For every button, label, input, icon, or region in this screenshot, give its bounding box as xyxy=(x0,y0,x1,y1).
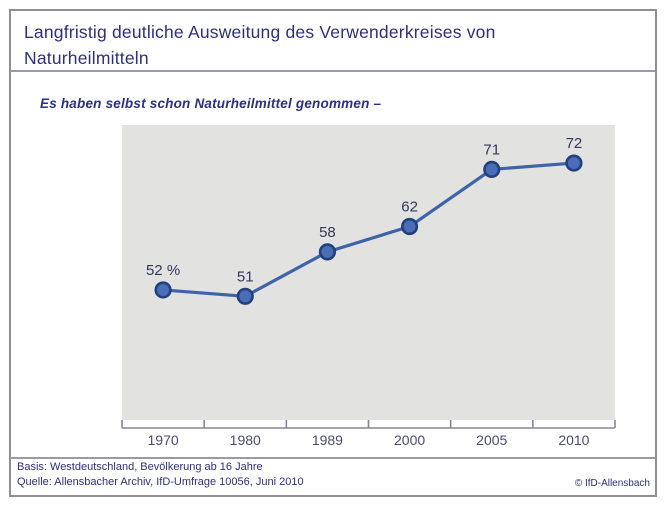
x-axis-label: 1970 xyxy=(148,432,179,448)
x-axis-label: 2010 xyxy=(558,432,589,448)
footer-divider xyxy=(11,457,655,459)
x-axis-label: 1989 xyxy=(312,432,343,448)
copyright-note: © IfD-Allensbach xyxy=(574,478,650,489)
title-divider xyxy=(11,70,655,72)
plot-area xyxy=(122,125,615,420)
basis-note: Basis: Westdeutschland, Bevölkerung ab 1… xyxy=(17,461,263,473)
slide-title: Langfristig deutliche Ausweitung des Ver… xyxy=(24,22,496,68)
data-point-label: 62 xyxy=(401,199,418,216)
x-axis-label: 1980 xyxy=(230,432,261,448)
data-point-label: 71 xyxy=(483,141,500,158)
data-point-label: 72 xyxy=(566,135,583,152)
data-point xyxy=(318,243,337,261)
data-point-label: 51 xyxy=(237,268,254,285)
x-axis-label: 2005 xyxy=(476,432,507,448)
chart-slide-frame: Langfristig deutliche Ausweitung des Ver… xyxy=(9,9,657,497)
data-point-label: 52 % xyxy=(146,262,180,279)
x-axis-label: 2000 xyxy=(394,432,425,448)
data-line xyxy=(161,161,576,298)
data-point xyxy=(236,287,254,305)
line-chart: 52 % 1970 51 1980 58 1989 62 2000 71 2005 72 2010 xyxy=(121,125,616,448)
chart-subtitle: Es haben selbst schon Naturheilmittel ge… xyxy=(40,96,382,111)
data-point xyxy=(154,281,172,299)
data-point-label: 58 xyxy=(319,224,336,241)
data-point xyxy=(565,154,583,172)
source-note: Quelle: Allensbacher Archiv, IfD-Umfrage… xyxy=(17,476,304,488)
data-point xyxy=(400,217,419,236)
data-point xyxy=(483,160,501,179)
